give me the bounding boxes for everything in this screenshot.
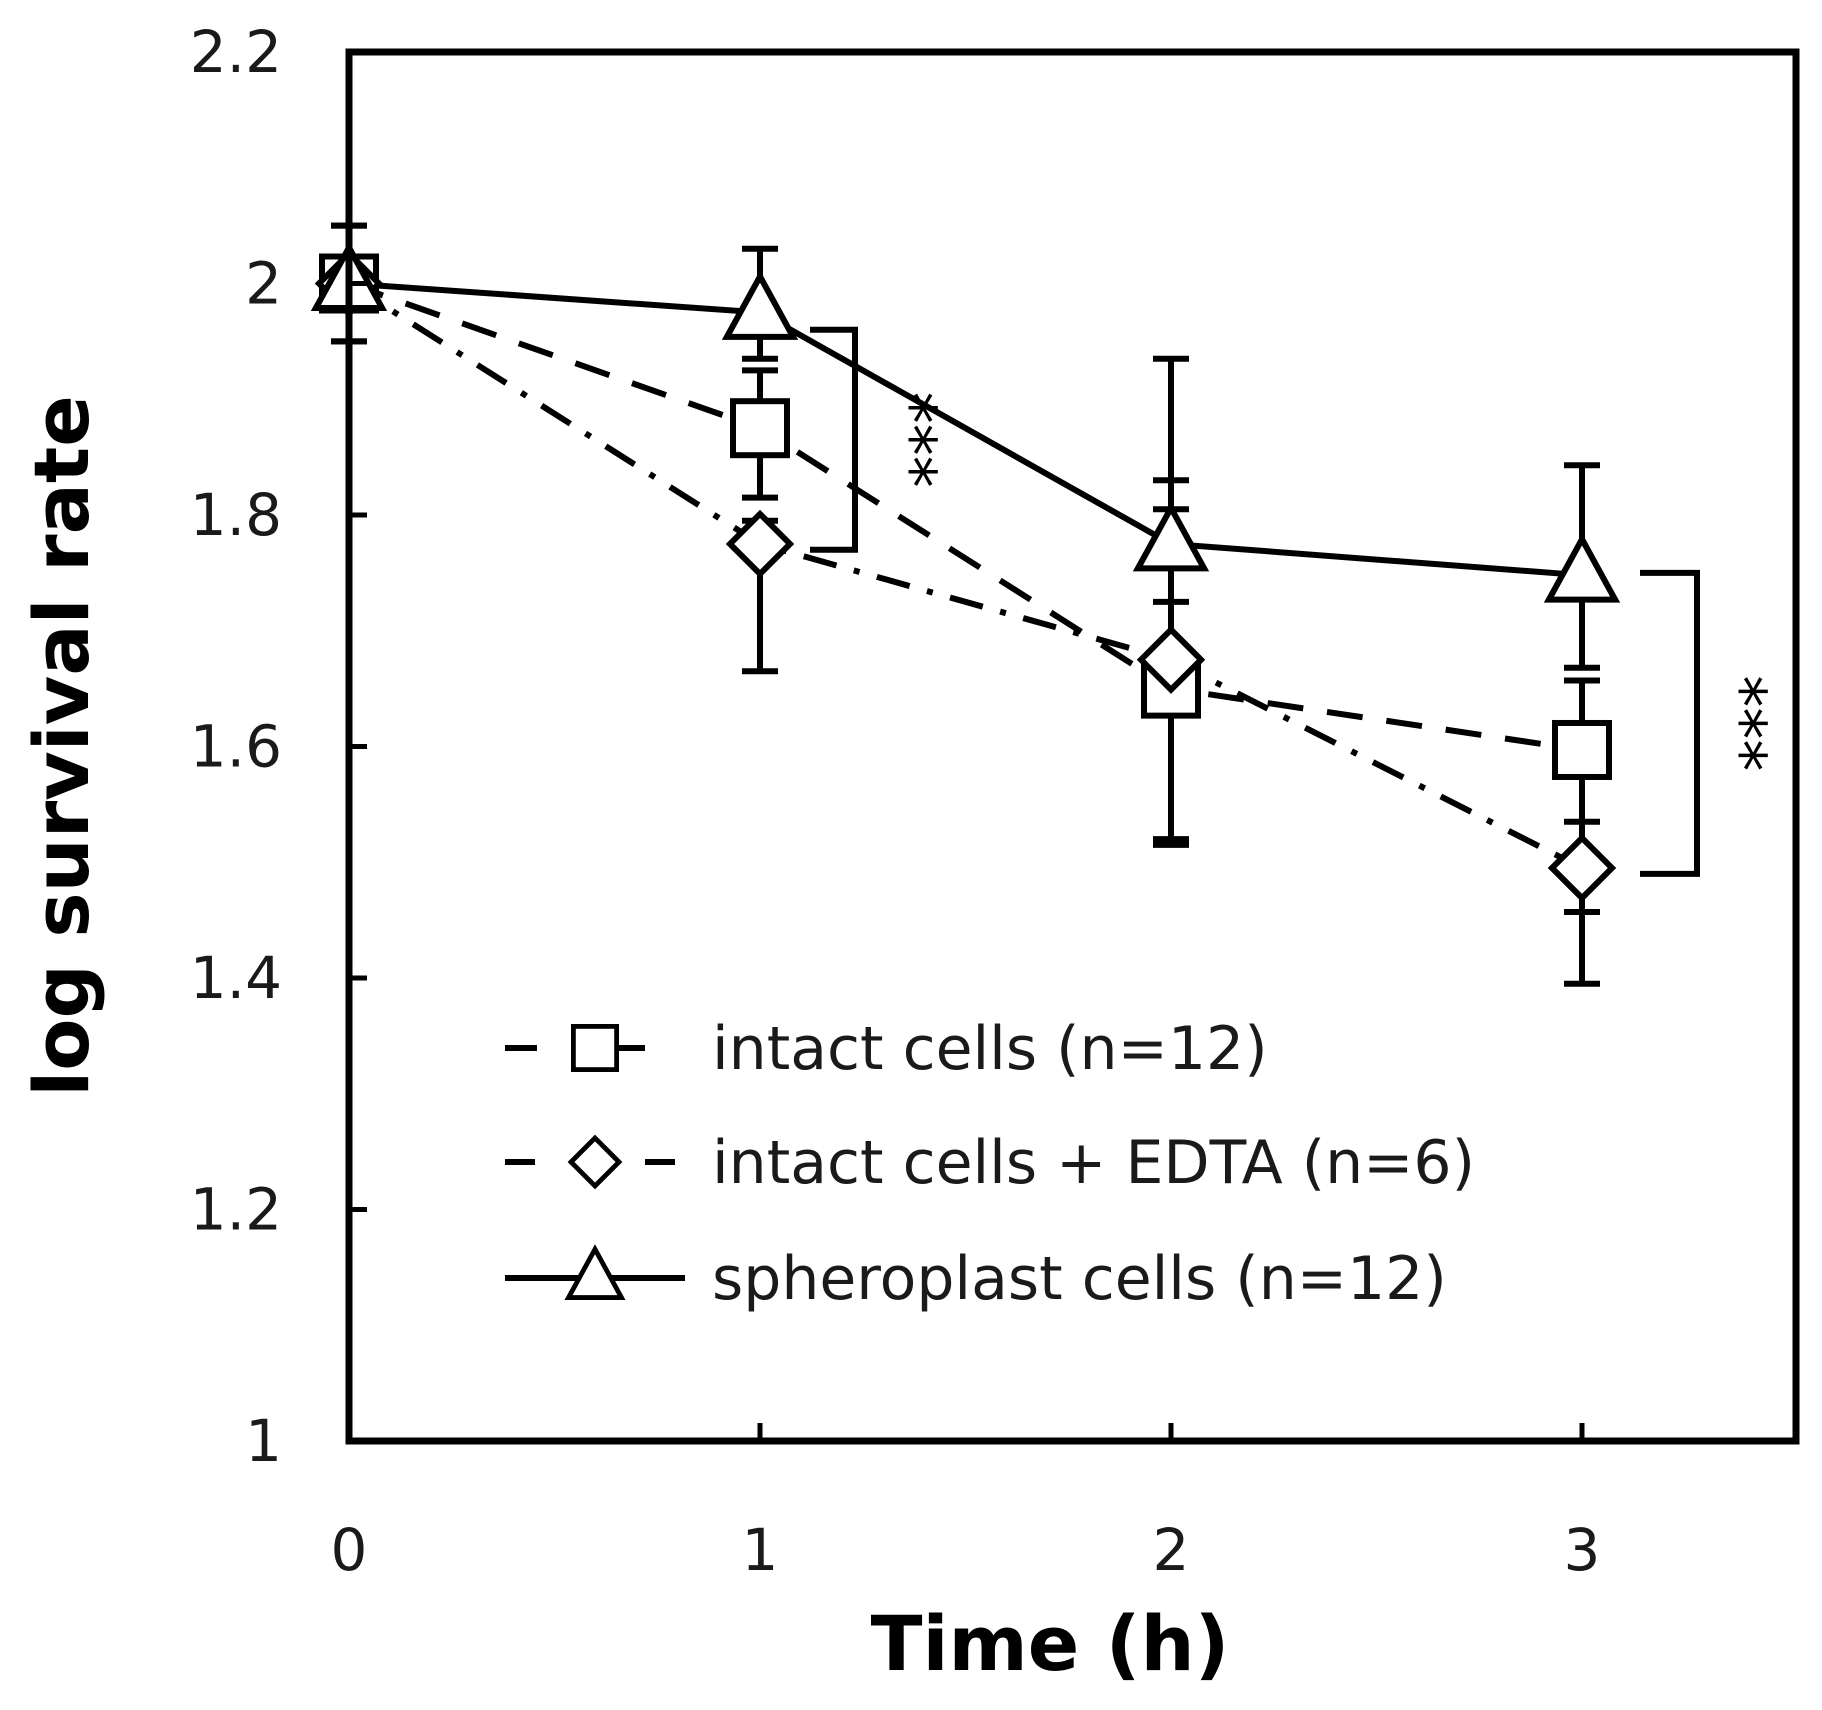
legend-item: intact cells + EDTA (n=6) [505, 1128, 1475, 1198]
series-line [347, 280, 1584, 871]
y-tick-label: 1 [245, 1407, 282, 1475]
series-lines [347, 280, 1584, 871]
significance-annotations: *** *** [810, 326, 1778, 877]
x-tick-label: 3 [1564, 1516, 1601, 1584]
y-tick-label: 2 [245, 250, 282, 318]
y-tick-label: 1.6 [190, 713, 282, 781]
series-line [348, 280, 1583, 579]
y-tick-label: 2.2 [190, 18, 282, 86]
significance-label: *** [874, 392, 948, 488]
triangle-marker [1132, 501, 1210, 572]
significance-bracket [810, 326, 858, 553]
significance-label: *** [1704, 675, 1778, 771]
y-tick-label: 1.4 [190, 944, 282, 1012]
legend-item: intact cells (n=12) [505, 1014, 1268, 1084]
triangle-marker [721, 270, 799, 340]
triangle-marker [1543, 532, 1621, 603]
significance-bracket [1640, 569, 1700, 877]
series-line [348, 280, 1583, 753]
legend-label: spheroplast cells (n=12) [712, 1244, 1447, 1314]
y-axis-title: log survival rate [17, 395, 106, 1097]
diamond-marker [725, 509, 795, 579]
axis-ticks: 0 1 2 311.21.41.61.822.2 [190, 18, 1601, 1584]
x-tick-label: 1 [742, 1516, 779, 1584]
square-marker [730, 398, 790, 459]
y-tick-label: 1.8 [190, 481, 282, 549]
legend-label: intact cells + EDTA (n=6) [712, 1128, 1475, 1198]
x-axis-title: Time (h) [871, 1599, 1230, 1688]
legend-item: spheroplast cells (n=12) [505, 1244, 1447, 1314]
triangle-marker [564, 1244, 626, 1300]
diamond-marker [567, 1134, 623, 1190]
legend: intact cells (n=12) intact cells + EDTA (… [505, 1014, 1475, 1314]
y-tick-label: 1.2 [190, 1176, 282, 1244]
legend-label: intact cells (n=12) [712, 1014, 1268, 1084]
square-marker [571, 1024, 620, 1073]
x-tick-label: 0 [331, 1516, 368, 1584]
diamond-marker [1136, 625, 1206, 694]
square-marker [1552, 719, 1612, 780]
x-tick-label: 2 [1153, 1516, 1190, 1584]
diamond-marker [1547, 833, 1617, 903]
